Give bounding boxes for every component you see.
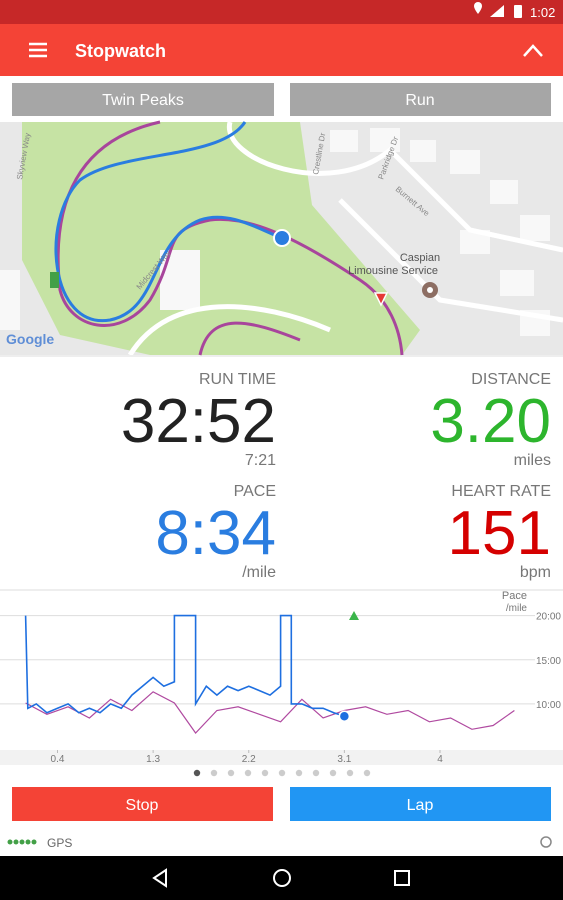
- map-place: Caspian: [400, 252, 440, 264]
- clock: 1:02: [530, 5, 555, 20]
- stat-label: HEART RATE: [451, 483, 551, 500]
- map-place: Limousine Service: [348, 265, 438, 277]
- stat-value: 151: [448, 499, 551, 568]
- stat-value: 8:34: [155, 499, 276, 568]
- app-bar: [0, 24, 563, 76]
- stat-label: DISTANCE: [471, 371, 551, 388]
- page-dot: [244, 769, 252, 777]
- x-tick-label: 3.1: [337, 754, 351, 765]
- y-tick-label: 20:00: [536, 612, 561, 623]
- page-dot: [363, 769, 371, 777]
- stat-unit: 7:21: [245, 452, 276, 469]
- chart-subtitle: /mile: [506, 603, 528, 614]
- route-selector[interactable]: [12, 83, 274, 116]
- stat-value: 3.20: [430, 387, 551, 456]
- page-dot: [193, 769, 201, 777]
- gps-strength: [7, 839, 37, 845]
- recents-button[interactable]: [394, 870, 410, 886]
- page-dot: [329, 769, 337, 777]
- stat-unit: /mile: [242, 564, 276, 581]
- location-icon: [474, 2, 482, 14]
- signal-icon: [490, 5, 504, 17]
- battery-icon: [514, 5, 522, 18]
- page-dot: [210, 769, 218, 777]
- lap-label: Lap: [407, 797, 434, 814]
- page-dot: [261, 769, 269, 777]
- chart-marker: [349, 611, 359, 620]
- page-dot: [278, 769, 286, 777]
- x-tick-label: 1.3: [146, 754, 160, 765]
- x-tick-label: 2.2: [242, 754, 256, 765]
- stat-label: RUN TIME: [199, 371, 276, 388]
- y-tick-label: 10:00: [536, 700, 561, 711]
- chart-title: Pace: [502, 590, 527, 602]
- x-tick-label: 4: [437, 754, 443, 765]
- page-dot: [312, 769, 320, 777]
- collapse-button[interactable]: [523, 44, 543, 57]
- gps-label: GPS: [47, 836, 72, 850]
- stop-button[interactable]: [12, 787, 273, 821]
- stat-value: 32:52: [121, 387, 276, 456]
- app-title: Stopwatch: [75, 41, 166, 61]
- pace-chart: Pace/mile 20:00 15:00 10:00 0.4 1.3 2.2 3.1 4: [0, 590, 563, 765]
- lap-button[interactable]: [290, 787, 551, 821]
- page-dot: [295, 769, 303, 777]
- activity-selector[interactable]: [290, 83, 551, 116]
- x-tick-label: 0.4: [51, 754, 65, 765]
- menu-button[interactable]: [29, 42, 47, 58]
- stop-label: Stop: [126, 797, 159, 814]
- page-dot: [227, 769, 235, 777]
- timer-icon: [540, 836, 552, 848]
- stat-label: PACE: [234, 483, 276, 500]
- map[interactable]: [0, 120, 563, 357]
- home-button[interactable]: [273, 869, 291, 887]
- back-button[interactable]: [152, 868, 167, 888]
- page-indicator: [193, 769, 371, 777]
- page-dot: [346, 769, 354, 777]
- map-attribution: Google: [6, 331, 54, 347]
- current-point: [338, 710, 351, 722]
- stat-unit: bpm: [520, 564, 551, 581]
- route-label: Twin Peaks: [102, 92, 184, 109]
- series-line: [24, 614, 345, 717]
- series-line: [25, 691, 515, 734]
- nav-bar: [0, 856, 563, 900]
- status-bar: [0, 0, 563, 24]
- activity-label: Run: [405, 92, 434, 109]
- x-axis-band: [0, 750, 563, 765]
- stat-unit: miles: [514, 452, 551, 469]
- y-tick-label: 15:00: [536, 656, 561, 667]
